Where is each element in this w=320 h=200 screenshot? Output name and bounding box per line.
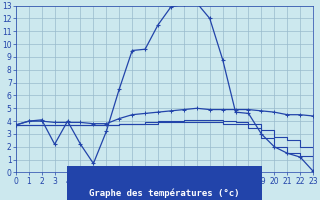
- X-axis label: Graphe des températures (°c): Graphe des températures (°c): [89, 188, 240, 198]
